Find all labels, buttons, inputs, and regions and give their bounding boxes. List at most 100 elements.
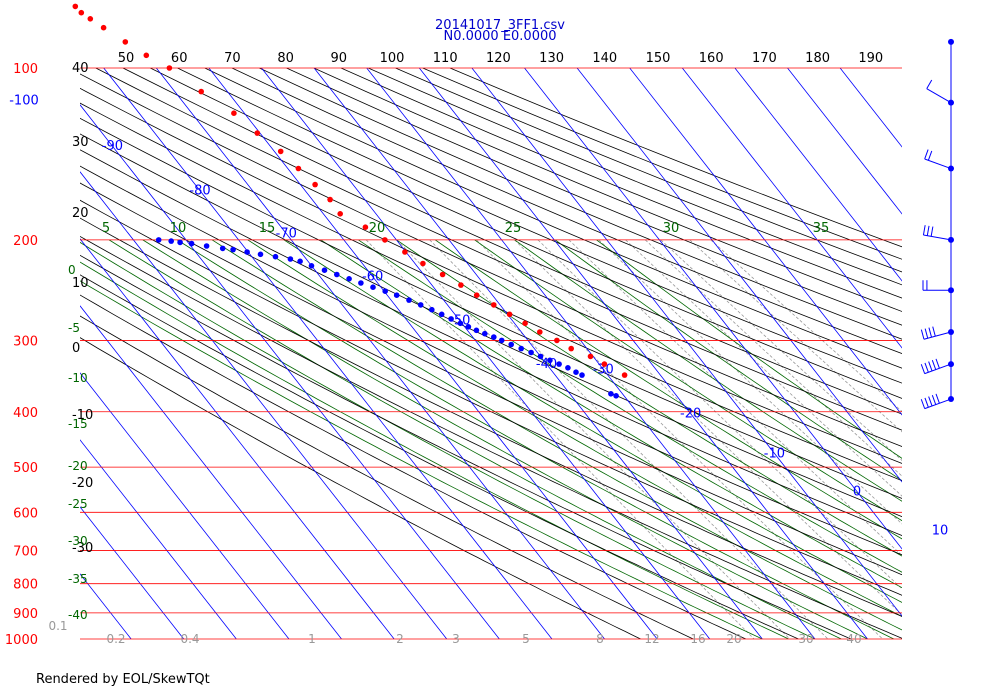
temperature-point bbox=[312, 181, 318, 188]
moist-adiabat-line bbox=[176, 239, 894, 639]
pressure-tick-label: 200 bbox=[13, 234, 38, 249]
isotherm-line bbox=[0, 68, 79, 639]
dry-adiabat-line bbox=[80, 165, 902, 556]
wind-barb-staff bbox=[924, 158, 952, 170]
dry-adiabat-line bbox=[80, 315, 694, 639]
dry-adiabat-line bbox=[80, 87, 902, 464]
top-axis-tick-label: 60 bbox=[171, 51, 188, 66]
dewpoint-point bbox=[448, 316, 454, 322]
isotherm-line bbox=[629, 68, 902, 416]
wind-barb-flag bbox=[932, 326, 936, 337]
top-axis-tick-label: 160 bbox=[699, 51, 724, 66]
dewpoint-point bbox=[188, 240, 195, 247]
moist-adiabat-line bbox=[358, 239, 902, 573]
dewpoint-point bbox=[417, 302, 424, 308]
mixing-ratio-label: 40 bbox=[846, 632, 861, 646]
dry-adiabat-line bbox=[80, 73, 902, 447]
wind-barb-flag bbox=[926, 79, 933, 89]
wind-barb-staff bbox=[923, 234, 952, 241]
temperature-point bbox=[568, 345, 574, 352]
dry-adiabat-line bbox=[80, 217, 902, 617]
dry-adiabat-label: 40 bbox=[72, 61, 89, 76]
moist-adiabat-line bbox=[108, 239, 842, 639]
dewpoint-point bbox=[573, 369, 579, 376]
temperature-point bbox=[254, 130, 261, 136]
isotherm-line bbox=[80, 506, 185, 639]
wind-barb-flag bbox=[931, 360, 937, 370]
top-axis-tick-label: 80 bbox=[277, 51, 294, 66]
wind-barb-flag bbox=[920, 329, 925, 340]
wind-barb-flag bbox=[924, 397, 929, 408]
moist-adiabat-line bbox=[555, 239, 902, 482]
dry-adiabat-line bbox=[80, 294, 746, 639]
dewpoint-point bbox=[537, 353, 544, 360]
dewpoint-point bbox=[219, 245, 226, 252]
dewpoint-point bbox=[482, 330, 488, 337]
wind-barb-flag bbox=[922, 225, 926, 236]
dewpoint-point bbox=[358, 280, 364, 286]
wind-barb-flag bbox=[924, 328, 929, 339]
isotherm-line bbox=[787, 68, 902, 215]
dry-adiabat-line bbox=[122, 68, 902, 415]
isotherm-label: -100 bbox=[9, 93, 39, 108]
dewpoint-point bbox=[608, 391, 614, 397]
dewpoint-point bbox=[528, 349, 534, 356]
wind-barb-flag bbox=[928, 396, 933, 407]
wind-level-point bbox=[948, 38, 954, 45]
dry-adiabat-label: 0 bbox=[72, 341, 80, 356]
isotherm-label: 0 bbox=[853, 485, 861, 500]
top-axis-tick-label: 50 bbox=[118, 51, 135, 66]
mixing-ratio-line bbox=[689, 239, 902, 433]
isotherm-line bbox=[524, 68, 902, 550]
mixing-ratio-label: 20 bbox=[726, 632, 741, 646]
dewpoint-point bbox=[438, 311, 445, 318]
top-axis-tick-label: 180 bbox=[805, 51, 830, 66]
temperature-point bbox=[491, 302, 497, 308]
dry-adiabat-label: -10 bbox=[72, 408, 93, 423]
mixing-ratio-label: 5 bbox=[522, 632, 530, 646]
dewpoint-point bbox=[613, 393, 619, 399]
dewpoint-point bbox=[382, 288, 389, 295]
isotherms bbox=[0, 68, 902, 639]
mixing-ratio-line bbox=[645, 239, 902, 477]
isotherm-line bbox=[734, 68, 902, 282]
top-axis-tick-label: 140 bbox=[592, 51, 617, 66]
mixing-ratio-line bbox=[625, 239, 902, 497]
mixing-ratio-line bbox=[396, 239, 791, 639]
mixing-ratio-line bbox=[710, 239, 902, 412]
top-axis-tick-label: 150 bbox=[646, 51, 671, 66]
dewpoint-point bbox=[473, 327, 480, 334]
moist-adiabat-line bbox=[320, 239, 902, 589]
isotherm-line bbox=[313, 68, 763, 639]
dewpoint-point bbox=[168, 238, 174, 244]
dewpoint-point bbox=[465, 324, 472, 330]
moist-adiabat-label: 25 bbox=[505, 221, 522, 236]
temperature-point bbox=[439, 271, 446, 278]
dry-adiabat-line bbox=[177, 68, 902, 384]
mixing-ratio-label: 16 bbox=[690, 632, 705, 646]
mixing-ratio-label: 2 bbox=[396, 632, 404, 646]
wind-barb-flag bbox=[930, 226, 934, 237]
dewpoint-point bbox=[308, 263, 315, 269]
chart-title: 20141017_3FF1.csv bbox=[435, 18, 565, 33]
isotherm-line bbox=[80, 372, 290, 639]
temperature-point bbox=[100, 24, 107, 31]
mixing-ratio-line bbox=[476, 239, 883, 639]
wind-barb-flag bbox=[920, 364, 926, 374]
mixing-ratio-label: 0.4 bbox=[180, 632, 199, 646]
dewpoint-point bbox=[556, 361, 562, 367]
isotherm-line bbox=[681, 68, 902, 349]
wind-barbs bbox=[920, 38, 954, 410]
top-axis-tick-label: 90 bbox=[331, 51, 348, 66]
wind-barb-staff bbox=[924, 398, 952, 410]
moist-adiabat-label: -25 bbox=[68, 497, 88, 511]
temperature-point bbox=[554, 337, 560, 344]
moist-adiabat-label: -15 bbox=[68, 417, 88, 431]
dry-adiabat-line bbox=[259, 68, 902, 340]
pressure-tick-label: 600 bbox=[13, 506, 38, 521]
isotherm-label: -30 bbox=[593, 362, 614, 377]
isotherm-line bbox=[80, 439, 237, 639]
mixing-ratio-lines bbox=[365, 239, 902, 639]
wind-barb-flag bbox=[924, 362, 929, 373]
